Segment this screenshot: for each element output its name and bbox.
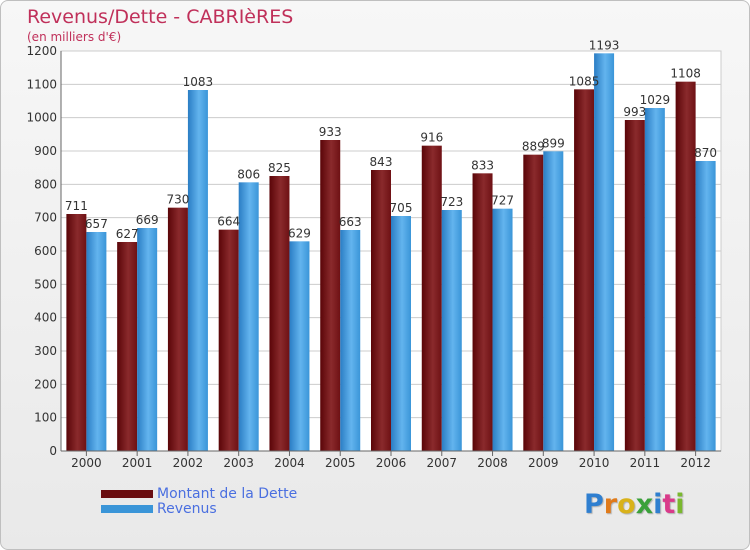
y-tick-label: 600 [34, 244, 57, 258]
bar-revenus [644, 108, 665, 451]
bar-revenus [594, 53, 615, 451]
bar-debt [218, 229, 239, 451]
legend-label-revenus: Revenus [157, 501, 217, 517]
y-tick-label: 900 [34, 144, 57, 158]
value-label-debt: 933 [319, 125, 342, 139]
bar-debt [66, 214, 87, 451]
bar-revenus [340, 230, 361, 451]
y-tick-label: 0 [49, 444, 57, 458]
x-tick-label: 2004 [274, 456, 305, 470]
legend-swatch-debt [101, 490, 153, 498]
chart-title: Revenus/Dette - CABRIèRES [27, 6, 294, 28]
bar-revenus [187, 90, 208, 451]
value-label-debt: 825 [268, 161, 291, 175]
y-tick-label: 1000 [26, 111, 57, 125]
value-label-debt: 711 [65, 199, 88, 213]
bar-revenus [492, 208, 513, 451]
y-tick-label: 200 [34, 377, 57, 391]
logo-letter: i [675, 489, 685, 520]
bar-debt [472, 173, 493, 452]
bar-revenus [289, 241, 310, 451]
logo-letter: x [635, 489, 654, 520]
x-tick-label: 2009 [528, 456, 559, 470]
value-label-revenus: 705 [390, 201, 413, 215]
bar-debt [269, 176, 290, 451]
value-label-revenus: 657 [85, 217, 108, 231]
y-tick-label: 400 [34, 311, 57, 325]
value-label-revenus: 899 [542, 136, 565, 150]
y-tick-label: 1200 [26, 44, 57, 58]
value-label-revenus: 663 [339, 215, 362, 229]
value-label-revenus: 806 [237, 167, 260, 181]
x-tick-label: 2012 [680, 456, 711, 470]
value-label-revenus: 870 [694, 146, 717, 160]
bar-revenus [441, 210, 462, 451]
y-tick-label: 700 [34, 211, 57, 225]
value-label-debt: 916 [420, 131, 443, 145]
legend-swatch-revenus [101, 505, 153, 513]
legend-label-debt: Montant de la Dette [157, 486, 298, 502]
chart-subtitle: (en milliers d'€) [27, 30, 122, 44]
y-tick-label: 100 [34, 411, 57, 425]
x-tick-label: 2010 [579, 456, 610, 470]
bar-debt [624, 120, 645, 451]
bar-debt [421, 145, 442, 451]
value-label-revenus: 723 [440, 195, 463, 209]
y-tick-label: 1100 [26, 77, 57, 91]
value-label-debt: 1108 [670, 67, 701, 81]
y-tick-label: 500 [34, 277, 57, 291]
value-label-debt: 993 [623, 105, 646, 119]
x-tick-label: 2005 [325, 456, 356, 470]
bar-revenus [543, 151, 564, 452]
value-label-revenus: 1193 [589, 38, 620, 52]
bar-revenus [391, 216, 411, 451]
y-tick-label: 800 [34, 177, 57, 191]
value-label-revenus: 669 [136, 213, 159, 227]
logo-letter: r [603, 489, 618, 520]
x-tick-label: 2002 [173, 456, 204, 470]
x-tick-label: 2008 [477, 456, 508, 470]
bar-debt [371, 170, 391, 451]
value-label-debt: 730 [166, 193, 189, 207]
value-label-revenus: 727 [491, 194, 514, 208]
value-label-revenus: 1083 [183, 75, 214, 89]
bar-debt [523, 154, 544, 451]
value-label-debt: 833 [471, 158, 494, 172]
bar-debt [117, 242, 138, 451]
value-label-debt: 889 [522, 140, 545, 154]
logo-letter: P [584, 489, 604, 520]
value-label-debt: 627 [116, 227, 139, 241]
logo-letter: t [662, 489, 676, 520]
x-tick-label: 2003 [223, 456, 254, 470]
x-tick-label: 2006 [376, 456, 407, 470]
x-tick-label: 2000 [71, 456, 102, 470]
bar-debt [675, 81, 696, 452]
value-label-debt: 1085 [569, 74, 600, 88]
value-label-debt: 664 [217, 215, 240, 229]
x-tick-label: 2011 [630, 456, 661, 470]
logo-letter: i [653, 489, 663, 520]
logo-letter: o [617, 489, 636, 520]
bar-debt [167, 207, 188, 451]
value-label-revenus: 629 [288, 226, 311, 240]
bar-revenus [238, 182, 259, 452]
bar-revenus [86, 232, 107, 451]
value-label-revenus: 1029 [640, 93, 671, 107]
x-tick-label: 2007 [426, 456, 457, 470]
bar-debt [574, 89, 595, 451]
bar-revenus [695, 161, 716, 451]
bar-debt [320, 140, 341, 451]
y-tick-label: 300 [34, 344, 57, 358]
x-tick-label: 2001 [122, 456, 153, 470]
value-label-debt: 843 [370, 155, 393, 169]
proxiti-logo: Proxiti [584, 489, 685, 520]
bar-revenus [137, 228, 158, 451]
